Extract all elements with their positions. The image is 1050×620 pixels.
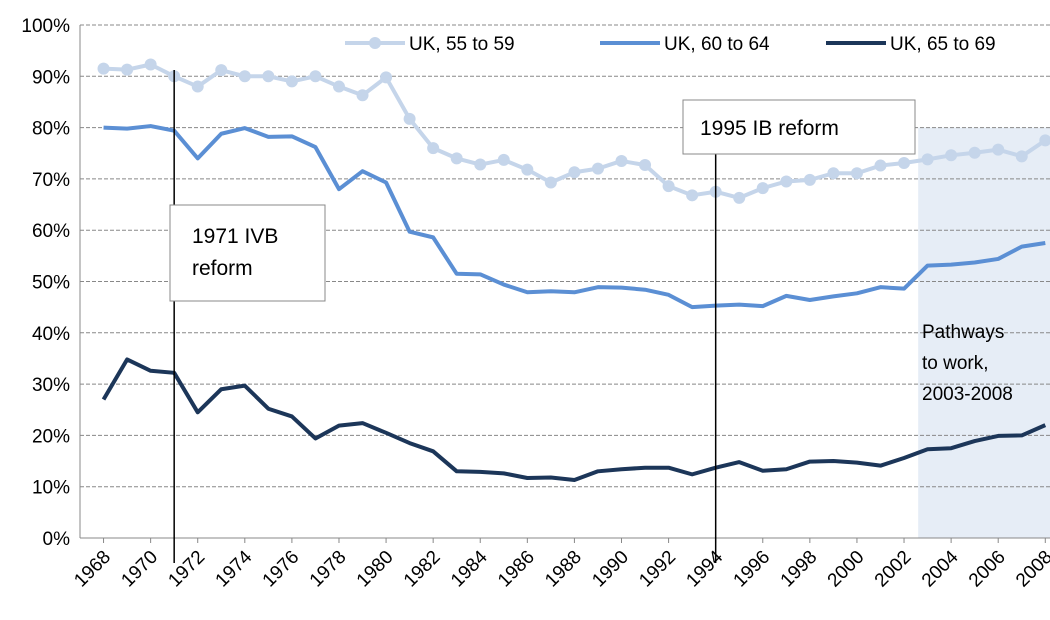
legend-label: UK, 55 to 59 [409,34,515,55]
point [568,166,581,179]
x-tick-label: 1998 [777,547,822,592]
point [992,143,1005,156]
annotation-box [169,204,326,302]
x-tick-label: 1970 [117,547,162,592]
point [121,63,134,76]
point [97,62,110,75]
series-line [101,357,1047,483]
point [403,112,416,125]
shade-label: to work, [922,353,989,374]
point [921,153,934,166]
shade-label: Pathways [922,322,1004,343]
y-tick-label: 50% [32,273,70,294]
y-tick-label: 80% [32,119,70,140]
point [686,189,699,202]
x-tick-label: 1990 [588,547,633,592]
x-tick-label: 1974 [212,546,257,591]
point [874,159,887,172]
annotation-box [682,99,916,155]
point [1015,150,1028,163]
x-tick-label: 2002 [871,547,916,592]
point [450,152,463,165]
point [332,80,345,93]
y-tick-label: 70% [32,170,70,191]
x-tick-label: 1986 [494,547,539,592]
annotation-text: 1995 IB reform [700,117,839,140]
point [544,176,557,189]
point [756,182,769,195]
legend-label: UK, 65 to 69 [890,34,996,55]
y-tick-label: 60% [32,221,70,242]
point [238,70,251,83]
x-tick-label: 1972 [165,547,210,592]
x-tick-label: 1984 [447,546,492,591]
point [191,80,204,93]
point [144,58,157,71]
x-tick-label: 1992 [635,547,680,592]
annotation-text: reform [192,257,253,280]
y-tick-label: 20% [32,426,70,447]
x-tick-label: 1968 [70,547,115,592]
point [497,153,510,166]
x-tick-label: 1982 [400,547,445,592]
legend-label: UK, 60 to 64 [664,34,770,55]
point [309,70,322,83]
x-tick-label: 2006 [965,547,1010,592]
point [827,167,840,180]
point [591,162,604,175]
shade-label: 2003-2008 [922,384,1013,405]
point [662,180,675,193]
annotation-text: 1971 IVB [192,225,278,248]
point [427,142,440,155]
point [639,159,652,172]
point [898,156,911,169]
series-line [103,124,1046,310]
x-tick-label: 1994 [682,546,727,591]
point [803,173,816,186]
y-tick-label: 100% [21,16,70,37]
x-tick-label: 1980 [353,547,398,592]
point [356,89,369,102]
y-tick-label: 90% [32,67,70,88]
point [285,75,298,88]
y-tick-label: 40% [32,324,70,345]
point [968,146,981,159]
point [733,191,746,204]
y-tick-label: 30% [32,375,70,396]
x-tick-label: 1988 [541,547,586,592]
y-tick-label: 0% [43,529,71,550]
x-tick-label: 1978 [306,547,351,592]
x-tick-label: 1996 [730,547,775,592]
point [615,154,628,167]
point [1039,134,1050,147]
legend-marker [369,37,381,49]
x-tick-label: 1976 [259,547,304,592]
point [850,167,863,180]
x-tick-label: 2004 [918,546,963,591]
point [262,70,275,83]
y-tick-label: 10% [32,478,70,499]
x-tick-label: 2008 [1012,547,1050,592]
point [780,175,793,188]
point [215,64,228,77]
point [380,71,393,84]
x-tick-label: 2000 [824,547,869,592]
point [521,163,534,176]
point [474,158,487,171]
point [945,149,958,162]
